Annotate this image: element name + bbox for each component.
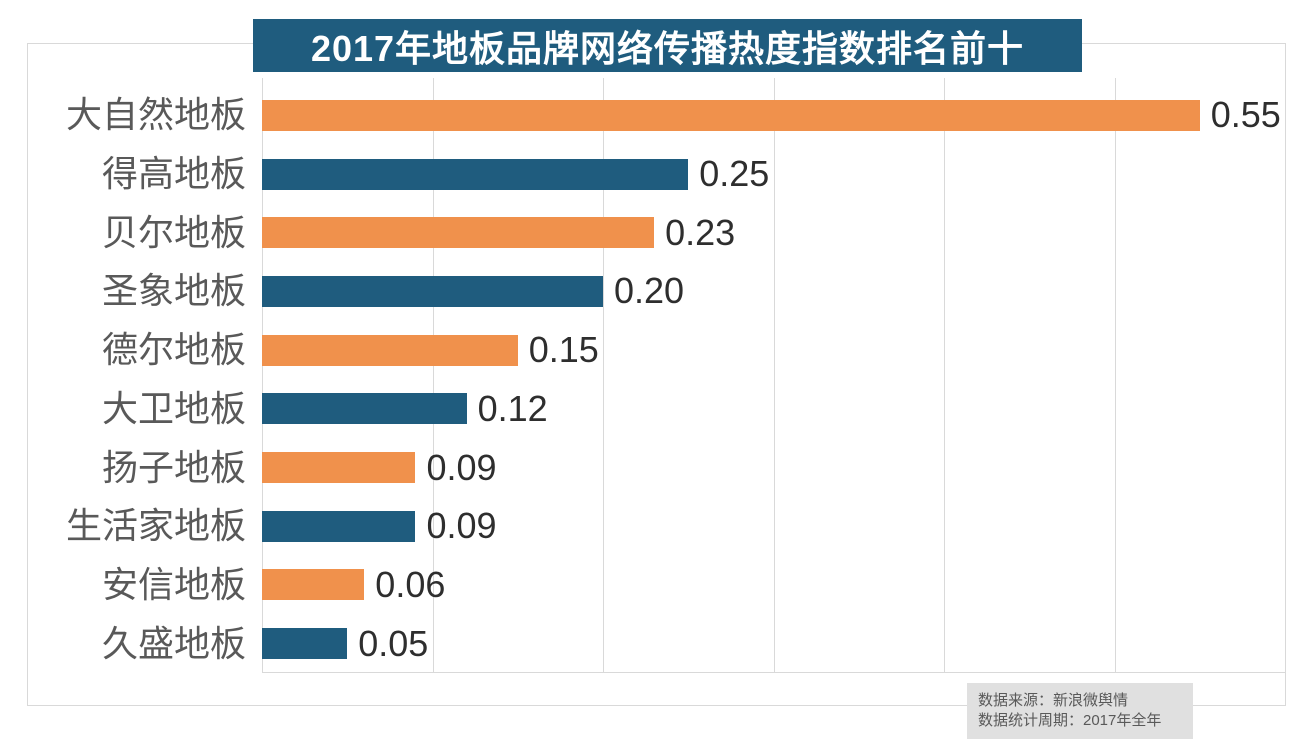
chart-title-banner: 2017年地板品牌网络传播热度指数排名前十 <box>253 19 1082 72</box>
bar <box>262 510 416 542</box>
bar-row: 圣象地板 0.20 <box>28 262 1285 321</box>
category-label: 扬子地板 <box>101 446 246 488</box>
value-label: 0.20 <box>614 270 685 312</box>
bar-row: 扬子地板 0.09 <box>28 438 1285 497</box>
gridline <box>432 78 434 673</box>
value-label: 0.12 <box>477 387 548 429</box>
bar-row: 久盛地板 0.05 <box>28 614 1285 673</box>
bar <box>262 452 416 484</box>
category-label: 安信地板 <box>101 563 246 605</box>
bar-row: 德尔地板 0.15 <box>28 321 1285 380</box>
bar-row: 得高地板 0.25 <box>28 145 1285 204</box>
bar <box>262 393 467 425</box>
bar <box>262 628 348 660</box>
source-note-line1: 数据来源：新浪微舆情 <box>978 692 1129 709</box>
gridline <box>1114 78 1116 673</box>
category-label: 贝尔地板 <box>101 211 246 253</box>
value-label: 0.55 <box>1210 94 1281 136</box>
gridline <box>262 78 263 673</box>
category-label: 圣象地板 <box>101 270 246 312</box>
bar-track: 0.15 <box>262 321 1285 380</box>
source-note: 数据来源：新浪微舆情 数据统计周期：2017年全年 <box>967 683 1193 739</box>
category-label: 大卫地板 <box>101 387 246 429</box>
bar-row: 安信地板 0.06 <box>28 556 1285 615</box>
bar-track: 0.25 <box>262 145 1285 204</box>
bar-track: 0.06 <box>262 556 1285 615</box>
bar-row: 大自然地板 0.55 <box>28 86 1285 145</box>
bar-track: 0.12 <box>262 380 1285 439</box>
chart-title: 2017年地板品牌网络传播热度指数排名前十 <box>310 27 1025 69</box>
bar-track: 0.55 <box>262 86 1285 145</box>
bar-track: 0.05 <box>262 614 1285 673</box>
plot-gridlines <box>262 78 1286 673</box>
bar-rows: 大自然地板 0.55 得高地板 0.25 贝尔地板 0.23 圣象地板 0.20 德尔地板 0.1… <box>28 86 1285 673</box>
value-label: 0.15 <box>528 329 599 371</box>
chart-frame <box>27 43 1286 706</box>
category-label: 大自然地板 <box>65 94 246 136</box>
category-label: 德尔地板 <box>101 329 246 371</box>
value-label: 0.05 <box>358 622 429 664</box>
gridline <box>773 78 775 673</box>
bar <box>262 99 1200 131</box>
gridline <box>1285 78 1286 673</box>
gridline <box>603 78 604 673</box>
value-label: 0.09 <box>426 446 497 488</box>
bar <box>262 569 365 601</box>
category-label: 久盛地板 <box>101 622 246 664</box>
gridline <box>944 78 945 673</box>
bar <box>262 275 603 307</box>
bar-track: 0.23 <box>262 203 1285 262</box>
bar <box>262 217 655 249</box>
value-label: 0.06 <box>375 563 446 605</box>
value-label: 0.23 <box>665 211 736 253</box>
value-label: 0.09 <box>426 505 497 547</box>
bar-track: 0.09 <box>262 438 1285 497</box>
bar-row: 贝尔地板 0.23 <box>28 203 1285 262</box>
bar <box>262 334 518 366</box>
bar-track: 0.09 <box>262 497 1285 556</box>
category-label: 生活家地板 <box>65 505 246 547</box>
category-label: 得高地板 <box>101 153 246 195</box>
bar <box>262 158 689 190</box>
source-note-line2: 数据统计周期：2017年全年 <box>978 712 1162 729</box>
value-label: 0.25 <box>699 153 770 195</box>
bar-track: 0.20 <box>262 262 1285 321</box>
bar-row: 生活家地板 0.09 <box>28 497 1285 556</box>
bar-row: 大卫地板 0.12 <box>28 380 1285 439</box>
